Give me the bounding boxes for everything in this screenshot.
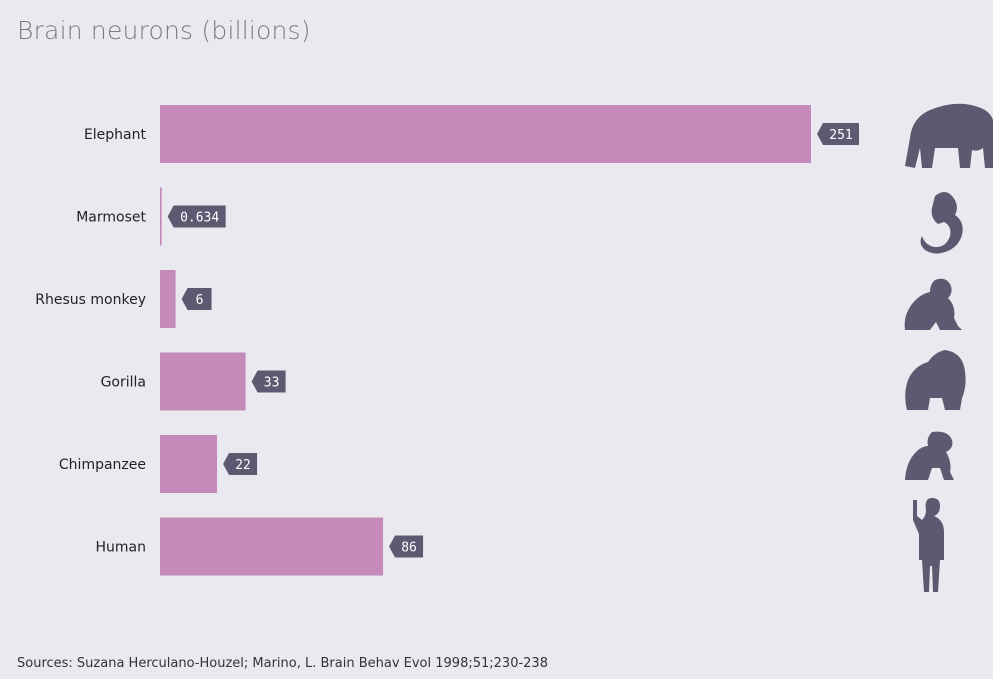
category-label: Gorilla <box>101 375 146 391</box>
value-callout <box>167 205 226 228</box>
category-label: Marmoset <box>76 210 146 226</box>
value-callout <box>251 370 286 393</box>
marmoset-icon <box>920 192 963 254</box>
value-callout <box>181 288 212 310</box>
category-label: Elephant <box>84 127 147 143</box>
value-callout <box>389 535 424 558</box>
value-label: 0.634 <box>180 211 219 226</box>
rhesus-monkey-icon <box>904 278 962 330</box>
bar <box>160 352 246 411</box>
value-callout <box>817 123 859 145</box>
value-label: 251 <box>829 128 852 143</box>
category-label: Rhesus monkey <box>35 292 146 308</box>
chimpanzee-icon <box>905 431 954 480</box>
bar <box>160 105 811 163</box>
bar <box>160 517 384 576</box>
source-note: Sources: Suzana Herculano-Houzel; Marino… <box>17 656 548 671</box>
gorilla-icon <box>905 350 966 410</box>
value-label: 22 <box>235 458 251 473</box>
value-label: 6 <box>196 293 204 308</box>
chart-title: Brain neurons (billions) <box>17 16 311 45</box>
value-label: 86 <box>401 541 417 556</box>
human-icon <box>913 498 944 592</box>
bar <box>160 270 176 328</box>
value-callout <box>223 453 258 475</box>
category-label: Chimpanzee <box>59 457 146 473</box>
elephant-icon <box>905 103 993 168</box>
bar <box>160 435 218 493</box>
category-label: Human <box>96 540 147 556</box>
value-label: 33 <box>264 376 280 391</box>
bar <box>160 187 162 246</box>
